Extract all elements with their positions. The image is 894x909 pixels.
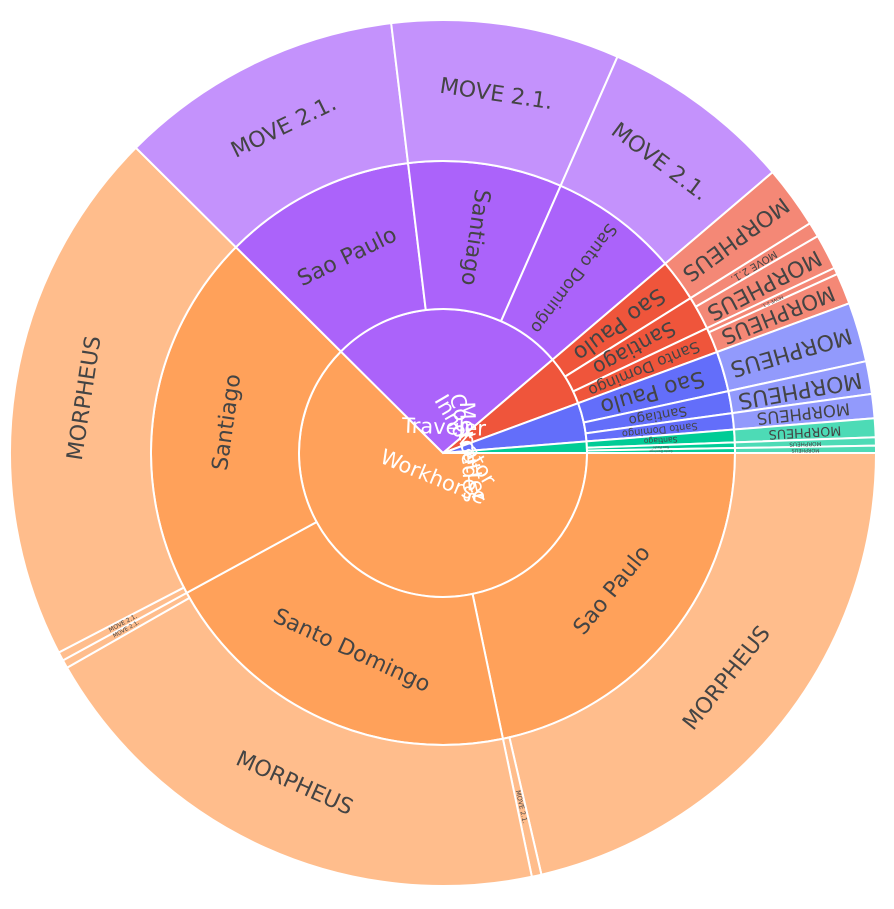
sunburst-sectors <box>9 19 878 887</box>
sector-mercedes-santo-domingo-morpheus[interactable] <box>733 444 878 454</box>
sector-workhorse-sao-paulo-morpheus[interactable] <box>508 452 878 876</box>
sector-workhorse-santiago-morpheus[interactable] <box>9 146 238 654</box>
sector-workhorse-santo-domingo-morpheus[interactable] <box>65 596 534 887</box>
